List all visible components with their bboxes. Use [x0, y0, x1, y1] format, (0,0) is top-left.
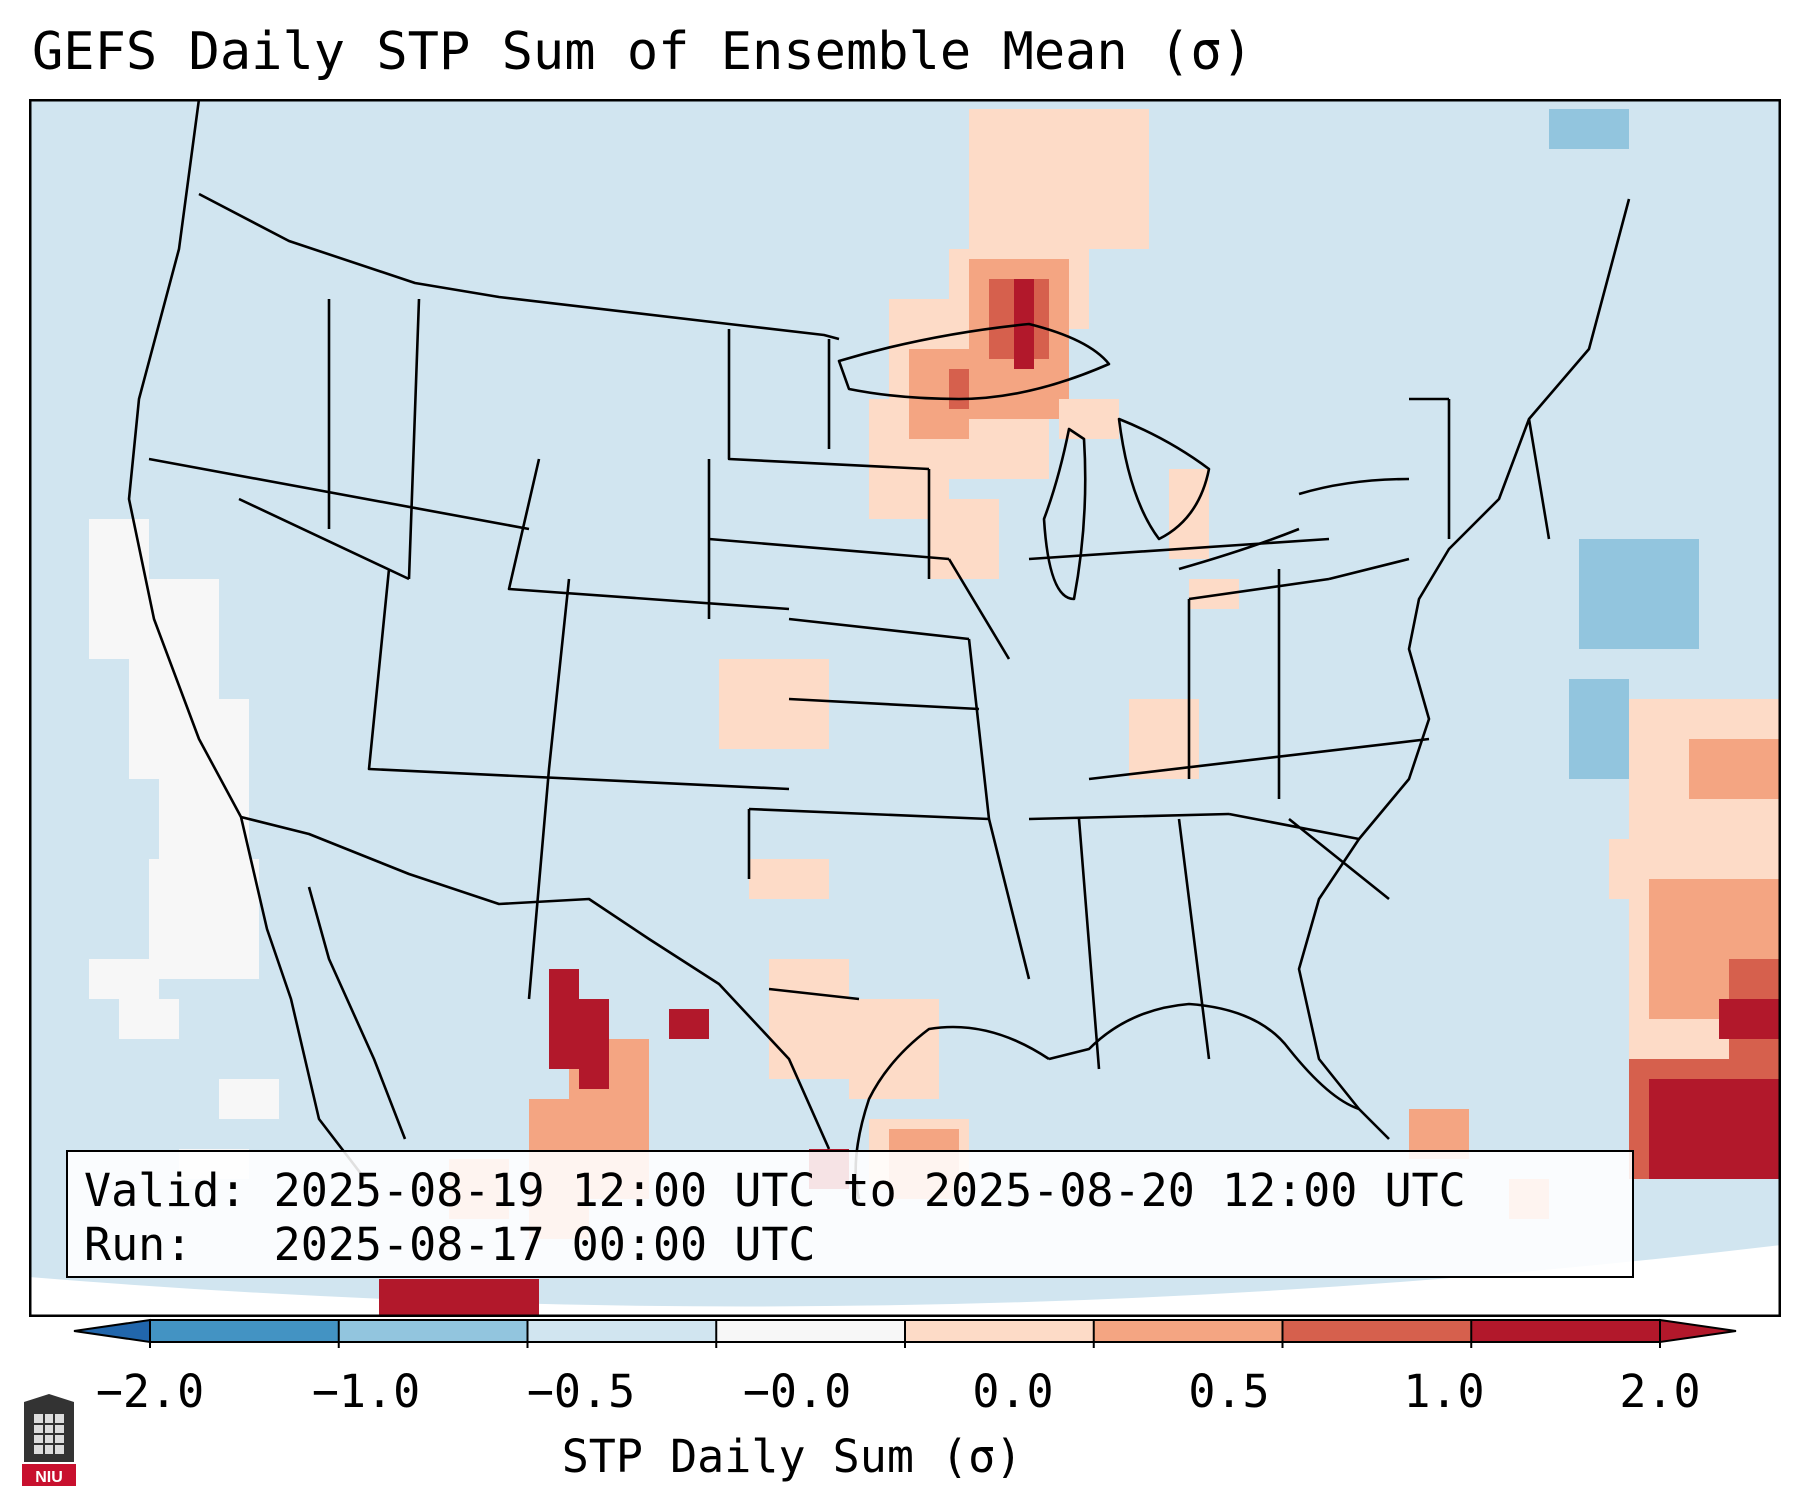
tick-label: 2.0: [1619, 1365, 1701, 1418]
shaded-cell: [579, 999, 609, 1089]
shaded-cell: [1689, 739, 1779, 799]
east-coast: [1297, 198, 1631, 1140]
colorbar-segment: [150, 1320, 340, 1342]
shaded-cell: [89, 959, 159, 999]
colorbar-segment: [905, 1320, 1095, 1342]
lake-superior: [837, 322, 1111, 401]
map-frame: [29, 99, 1781, 1317]
lake-michigan: [1042, 427, 1087, 601]
colorbar-label: STP Daily Sum (σ): [561, 1430, 1023, 1483]
colorbar: [73, 1318, 1737, 1348]
shaded-cell: [929, 499, 999, 579]
shaded-cell: [549, 969, 579, 1069]
canada-us-border: [198, 192, 840, 341]
tick-label: −1.0: [311, 1365, 421, 1418]
colorbar-segment: [1282, 1320, 1472, 1342]
lake-erie-ontario: [1178, 477, 1410, 571]
tick-label: −2.0: [95, 1365, 205, 1418]
colorbar-segment: [716, 1320, 906, 1342]
shaded-cell: [1549, 109, 1629, 149]
state-lines-east: [1228, 397, 1551, 901]
valid-time-range: 2025-08-19 12:00 UTC to 2025-08-20 12:00…: [273, 1164, 1466, 1217]
shaded-cell: [769, 959, 849, 1079]
tick-label: −0.0: [742, 1365, 852, 1418]
shaded-cell: [1129, 699, 1199, 779]
run-time: 2025-08-17 00:00 UTC: [273, 1218, 816, 1271]
valid-prefix: Valid:: [84, 1164, 247, 1217]
colorbar-segment: [1093, 1320, 1283, 1342]
state-lines-west: [148, 298, 790, 1000]
shaded-cell: [1569, 679, 1629, 779]
shaded-cell: [969, 109, 1149, 249]
shaded-cell: [119, 999, 179, 1039]
colorbar-extend-high: [1659, 1318, 1737, 1344]
colorbar-extend-low: [73, 1318, 151, 1344]
shaded-cell: [159, 699, 249, 879]
logo-text: NIU: [35, 1469, 63, 1486]
shaded-cell: [949, 369, 969, 409]
us-mexico-border: [240, 815, 831, 1150]
shaded-cell: [669, 1009, 709, 1039]
map-panel: [29, 99, 1781, 1317]
run-line: Run: 2025-08-17 00:00 UTC: [84, 1218, 1632, 1272]
tick-label: 0.0: [972, 1365, 1054, 1418]
shaded-cell: [1649, 1079, 1779, 1179]
shaded-cell: [149, 859, 259, 979]
shaded-cell: [219, 1079, 279, 1119]
valid-run-info-box: Valid: 2025-08-19 12:00 UTC to 2025-08-2…: [66, 1150, 1634, 1278]
west-coast: [127, 99, 367, 1180]
projection-outside-area: [29, 1245, 1781, 1317]
tick-label: 0.5: [1188, 1365, 1270, 1418]
lake-huron: [1117, 417, 1211, 541]
state-lines-plains: [707, 329, 990, 1001]
niu-logo-icon: NIU: [22, 1394, 76, 1486]
tick-label: −0.5: [526, 1365, 636, 1418]
colorbar-segment: [527, 1320, 717, 1342]
valid-line: Valid: 2025-08-19 12:00 UTC to 2025-08-2…: [84, 1164, 1632, 1218]
shaded-cell: [849, 999, 939, 1099]
shaded-cell: [379, 1279, 539, 1317]
run-prefix: Run:: [84, 1218, 193, 1271]
florida-gulf-coast: [1048, 1002, 1360, 1111]
shaded-cell: [1639, 579, 1689, 619]
tick-label: 1.0: [1403, 1365, 1485, 1418]
shaded-cell: [1719, 999, 1781, 1039]
coastlines-and-borders: [127, 99, 1631, 1200]
colorbar-segment: [338, 1320, 528, 1342]
colorbar-segment: [1471, 1320, 1661, 1342]
field-shading: [89, 109, 1781, 1317]
chart-title: GEFS Daily STP Sum of Ensemble Mean (σ): [32, 22, 1253, 82]
state-lines-central: [927, 469, 1430, 1070]
shaded-cell: [719, 659, 829, 749]
shaded-cell: [749, 859, 829, 899]
baja-peninsula: [307, 886, 407, 1140]
